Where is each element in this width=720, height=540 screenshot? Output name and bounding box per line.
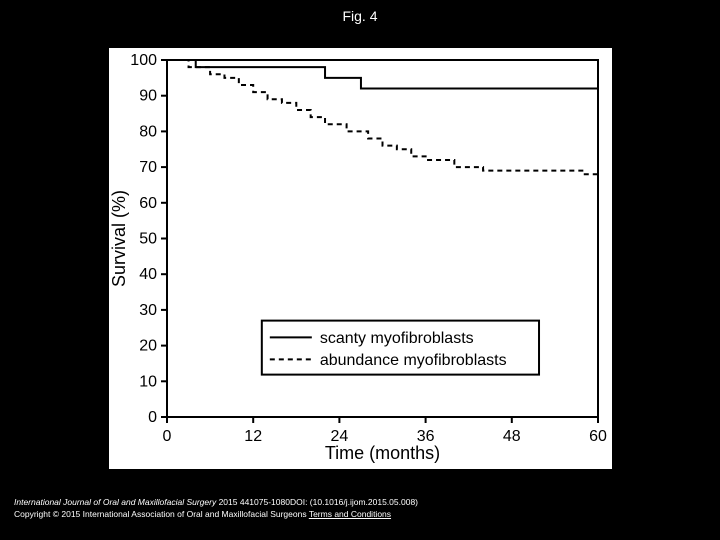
svg-text:100: 100 — [130, 52, 157, 69]
svg-text:20: 20 — [139, 338, 157, 355]
footer: International Journal of Oral and Maxill… — [14, 497, 418, 520]
journal-title: International Journal of Oral and Maxill… — [14, 497, 216, 507]
svg-text:70: 70 — [139, 159, 157, 176]
svg-text:12: 12 — [244, 428, 262, 445]
survival-chart-svg: 010203040506070809010001224364860Time (m… — [109, 48, 612, 469]
survival-chart: 010203040506070809010001224364860Time (m… — [109, 48, 612, 469]
svg-text:10: 10 — [139, 373, 157, 390]
svg-text:scanty myofibroblasts: scanty myofibroblasts — [320, 330, 474, 347]
svg-text:50: 50 — [139, 231, 157, 248]
svg-text:Time (months): Time (months) — [325, 443, 440, 463]
svg-text:60: 60 — [139, 195, 157, 212]
terms-link[interactable]: Terms and Conditions — [309, 509, 391, 519]
svg-text:0: 0 — [148, 409, 157, 426]
figure-title: Fig. 4 — [0, 8, 720, 24]
svg-text:abundance myofibroblasts: abundance myofibroblasts — [320, 352, 507, 369]
svg-text:Survival (%): Survival (%) — [109, 190, 129, 287]
citation-line: International Journal of Oral and Maxill… — [14, 497, 418, 508]
svg-text:60: 60 — [589, 428, 607, 445]
copyright-text: Copyright © 2015 International Associati… — [14, 509, 309, 519]
citation-tail: 2015 441075-1080DOI: (10.1016/j.ijom.201… — [216, 497, 418, 507]
svg-text:40: 40 — [139, 266, 157, 283]
svg-text:0: 0 — [163, 428, 172, 445]
copyright-line: Copyright © 2015 International Associati… — [14, 509, 418, 520]
slide: Fig. 4 010203040506070809010001224364860… — [0, 0, 720, 540]
svg-text:30: 30 — [139, 302, 157, 319]
svg-text:48: 48 — [503, 428, 521, 445]
svg-text:90: 90 — [139, 88, 157, 105]
svg-text:80: 80 — [139, 123, 157, 140]
